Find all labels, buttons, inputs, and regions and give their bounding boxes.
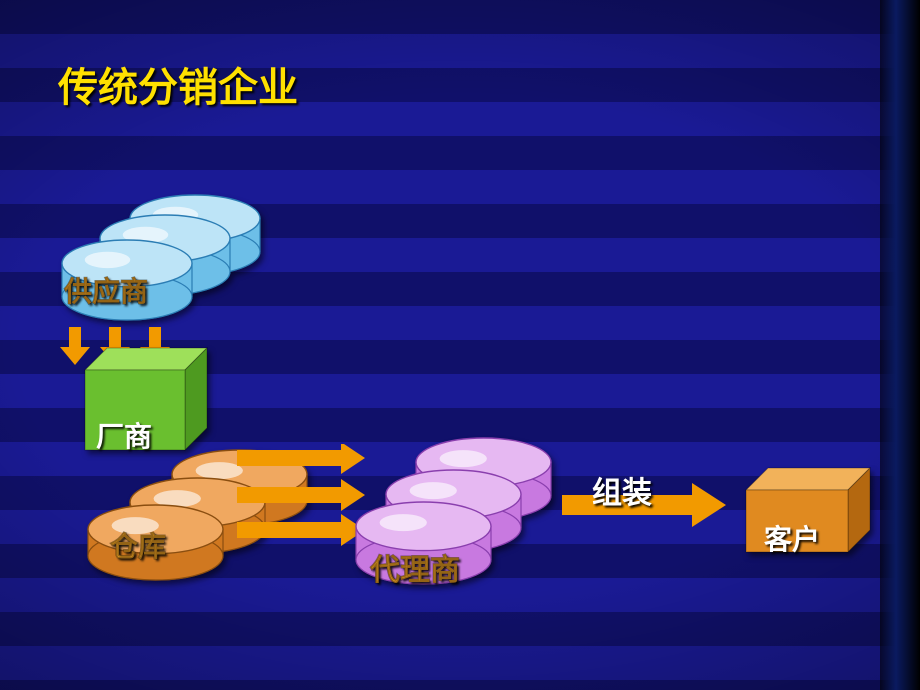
- diagram-stage: 传统分销企业 供应商 厂商 仓库 代理商 组装 客户: [0, 0, 920, 690]
- assembly-label: 组装: [592, 468, 652, 512]
- arrow-agent-to-customer: [560, 480, 760, 530]
- slide-title: 传统分销企业: [58, 55, 298, 113]
- customer-label: 客户: [764, 518, 820, 558]
- agent-label: 代理商: [370, 545, 460, 589]
- manufacturer-label: 厂商: [96, 415, 152, 455]
- warehouse-label: 仓库: [110, 525, 166, 565]
- supplier-label: 供应商: [64, 270, 148, 310]
